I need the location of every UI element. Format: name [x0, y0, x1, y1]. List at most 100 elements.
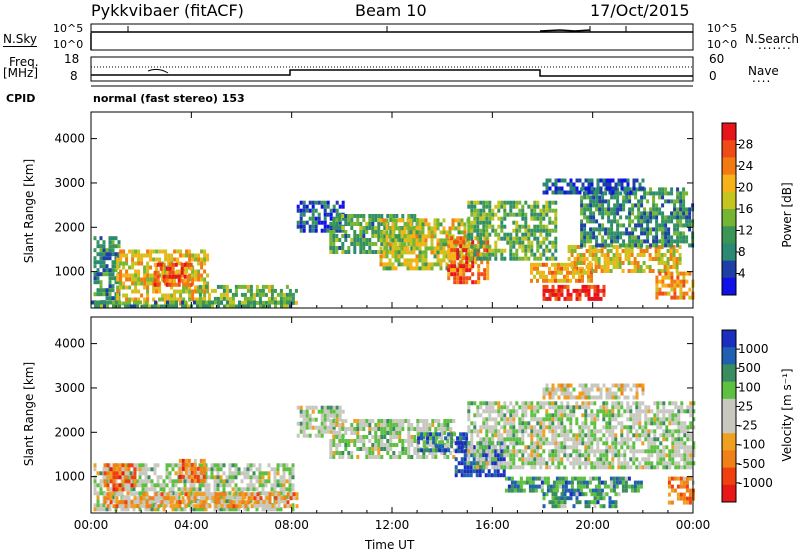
- heatmap-cell: [479, 465, 483, 470]
- heatmap-cell: [642, 249, 646, 253]
- heatmap-cell: [542, 216, 546, 221]
- heatmap-cell: [590, 178, 594, 183]
- heatmap-cell: [462, 280, 466, 285]
- heatmap-cell: [686, 405, 690, 410]
- heatmap-cell: [382, 262, 386, 267]
- heatmap-cell: [566, 288, 570, 293]
- heatmap-cell: [323, 421, 327, 426]
- heatmap-cell: [128, 285, 132, 290]
- heatmap-cell: [634, 215, 638, 220]
- heatmap-cell: [356, 214, 360, 218]
- heatmap-cell: [671, 409, 675, 414]
- heatmap-cell: [273, 503, 277, 508]
- heatmap-cell: [371, 214, 375, 218]
- heatmap-cell: [385, 218, 389, 223]
- heatmap-cell: [114, 244, 118, 249]
- heatmap-cell: [206, 253, 210, 258]
- heatmap-cell: [626, 433, 630, 438]
- heatmap-cell: [120, 483, 124, 488]
- heatmap-cell: [521, 409, 525, 414]
- heatmap-cell: [554, 405, 558, 410]
- heatmap-cell: [406, 238, 410, 243]
- heatmap-cell: [679, 203, 683, 208]
- heatmap-cell: [115, 483, 119, 488]
- heatmap-cell: [566, 429, 570, 434]
- heatmap-cell: [335, 435, 339, 439]
- heatmap-cell: [391, 254, 395, 259]
- heatmap-cell: [350, 222, 354, 226]
- heatmap-cell: [93, 503, 97, 508]
- heatmap-cell: [308, 200, 312, 205]
- heatmap-cell: [680, 437, 684, 442]
- heatmap-cell: [189, 487, 193, 492]
- heatmap-cell: [485, 417, 489, 422]
- heatmap-cell: [255, 507, 259, 512]
- heatmap-cell: [620, 433, 624, 438]
- heatmap-cell: [206, 289, 210, 294]
- heatmap-cell: [460, 246, 464, 251]
- heatmap-cell: [479, 453, 483, 458]
- heatmap-cell: [521, 236, 525, 241]
- heatmap-cell: [598, 195, 602, 200]
- heatmap-cell: [96, 272, 100, 277]
- heatmap-cell: [530, 465, 534, 470]
- heatmap-cell: [668, 433, 672, 438]
- heatmap-cell: [542, 292, 546, 297]
- heatmap-cell: [583, 239, 587, 244]
- heatmap-cell: [596, 284, 600, 289]
- heatmap-cell: [198, 483, 202, 488]
- heatmap-cell: [389, 226, 393, 230]
- heatmap-cell: [166, 304, 169, 309]
- heatmap-cell: [302, 208, 306, 213]
- heatmap-cell: [258, 475, 262, 480]
- heatmap-cell: [586, 207, 590, 212]
- heatmap-cell: [146, 297, 150, 302]
- heatmap-cell: [530, 232, 534, 237]
- heatmap-cell: [99, 503, 103, 508]
- heatmap-cell: [530, 266, 533, 271]
- heatmap-cell: [93, 264, 97, 269]
- heatmap-cell: [213, 296, 217, 301]
- heatmap-cell: [578, 425, 582, 430]
- heatmap-cell: [335, 228, 339, 233]
- heatmap-cell: [606, 253, 610, 257]
- heatmap-cell: [134, 281, 138, 286]
- heatmap-cell: [500, 461, 504, 466]
- heatmap-cell: [671, 401, 675, 406]
- heatmap-cell: [383, 419, 387, 423]
- heatmap-cell: [314, 433, 318, 438]
- heatmap-cell: [604, 227, 608, 232]
- heatmap-cell: [660, 261, 664, 265]
- heatmap-cell: [667, 199, 671, 204]
- heatmap-cell: [689, 421, 693, 426]
- heatmap-cell: [96, 483, 100, 488]
- heatmap-cell: [569, 296, 573, 301]
- heatmap-cell: [533, 232, 537, 237]
- heatmap-cell: [557, 425, 561, 430]
- heatmap-cell: [155, 249, 159, 254]
- heatmap-cell: [659, 449, 663, 454]
- heatmap-cell: [649, 243, 653, 248]
- heatmap-cell: [440, 435, 444, 439]
- heatmap-cell: [633, 269, 637, 273]
- heatmap-cell: [590, 186, 594, 191]
- heatmap-cell: [389, 238, 393, 242]
- heatmap-cell: [623, 409, 627, 414]
- heatmap-cell: [127, 496, 131, 501]
- heatmap-cell: [133, 471, 137, 476]
- heatmap-cell: [285, 292, 289, 297]
- heatmap-cell: [474, 260, 478, 265]
- heatmap-cell: [506, 433, 510, 438]
- heatmap-cell: [158, 257, 162, 262]
- heatmap-cell: [530, 252, 534, 257]
- heatmap-cell: [136, 504, 140, 509]
- heatmap-cell: [108, 256, 112, 261]
- heatmap-cell: [560, 425, 564, 430]
- heatmap-cell: [595, 227, 599, 232]
- heatmap-cell: [235, 500, 239, 505]
- heatmap-cell: [503, 208, 507, 213]
- heatmap-cell: [190, 504, 194, 509]
- heatmap-cell: [450, 252, 454, 257]
- heatmap-cell: [314, 216, 318, 221]
- heatmap-cell: [580, 207, 584, 212]
